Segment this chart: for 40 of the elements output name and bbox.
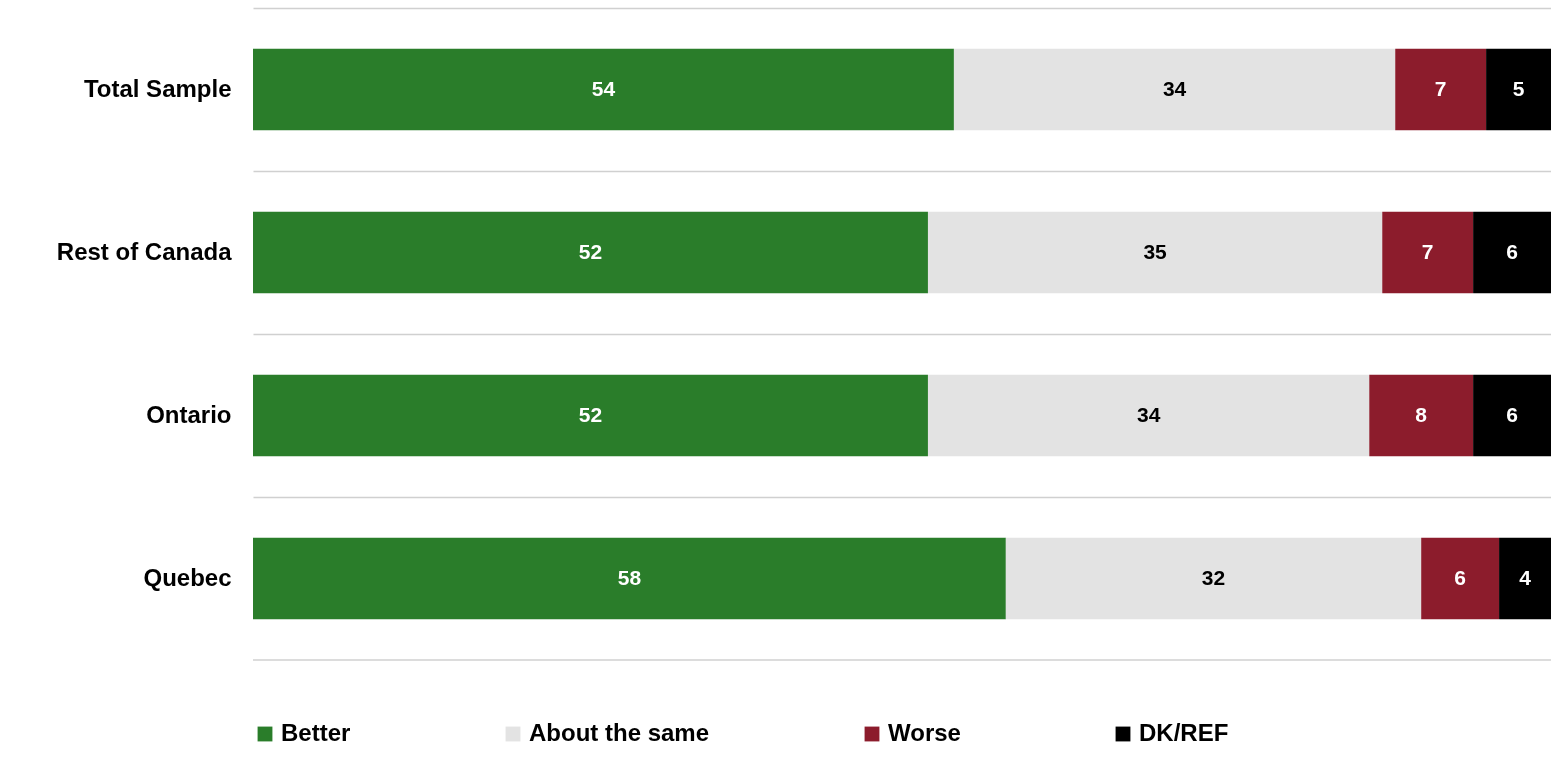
- data-label: 32: [1201, 565, 1226, 589]
- bar: [927, 374, 1370, 457]
- bar: [1395, 48, 1487, 131]
- bar: [253, 374, 928, 457]
- bar: [253, 537, 1006, 620]
- y-tick-label: Quebec: [143, 563, 232, 591]
- bar: [1499, 537, 1551, 620]
- data-label: 6: [1506, 239, 1518, 263]
- data-label: 6: [1454, 565, 1466, 589]
- bar: [1382, 211, 1474, 294]
- y-tick-label: Rest of Canada: [56, 237, 233, 265]
- data-label: 58: [617, 565, 642, 589]
- data-label: 34: [1162, 76, 1187, 100]
- bar: [927, 211, 1383, 294]
- data-label: 52: [578, 239, 603, 263]
- data-label: 54: [591, 76, 616, 100]
- legend-label: Better: [281, 719, 351, 746]
- bar: [1421, 537, 1500, 620]
- legend-label: About the same: [529, 719, 710, 746]
- bar: [1486, 48, 1551, 131]
- y-tick-label: Total Sample: [83, 74, 232, 102]
- data-label: 4: [1519, 565, 1532, 589]
- data-label: 8: [1415, 402, 1428, 426]
- bar: [1473, 374, 1551, 457]
- data-label: 6: [1506, 402, 1518, 426]
- y-tick-label: Ontario: [146, 400, 232, 428]
- data-label: 7: [1434, 76, 1447, 100]
- data-label: 34: [1136, 402, 1161, 426]
- data-label: 7: [1421, 239, 1434, 263]
- bar: [253, 211, 928, 294]
- bar: [1005, 537, 1422, 620]
- data-label: 35: [1143, 239, 1168, 263]
- bar: [1473, 211, 1551, 294]
- bar: [1369, 374, 1474, 457]
- legend-label: Worse: [888, 719, 961, 746]
- bar: [953, 48, 1396, 131]
- legend-label: DK/REF: [1139, 719, 1229, 746]
- data-label: 5: [1512, 76, 1525, 100]
- bar: [253, 48, 954, 131]
- data-label: 52: [578, 402, 603, 426]
